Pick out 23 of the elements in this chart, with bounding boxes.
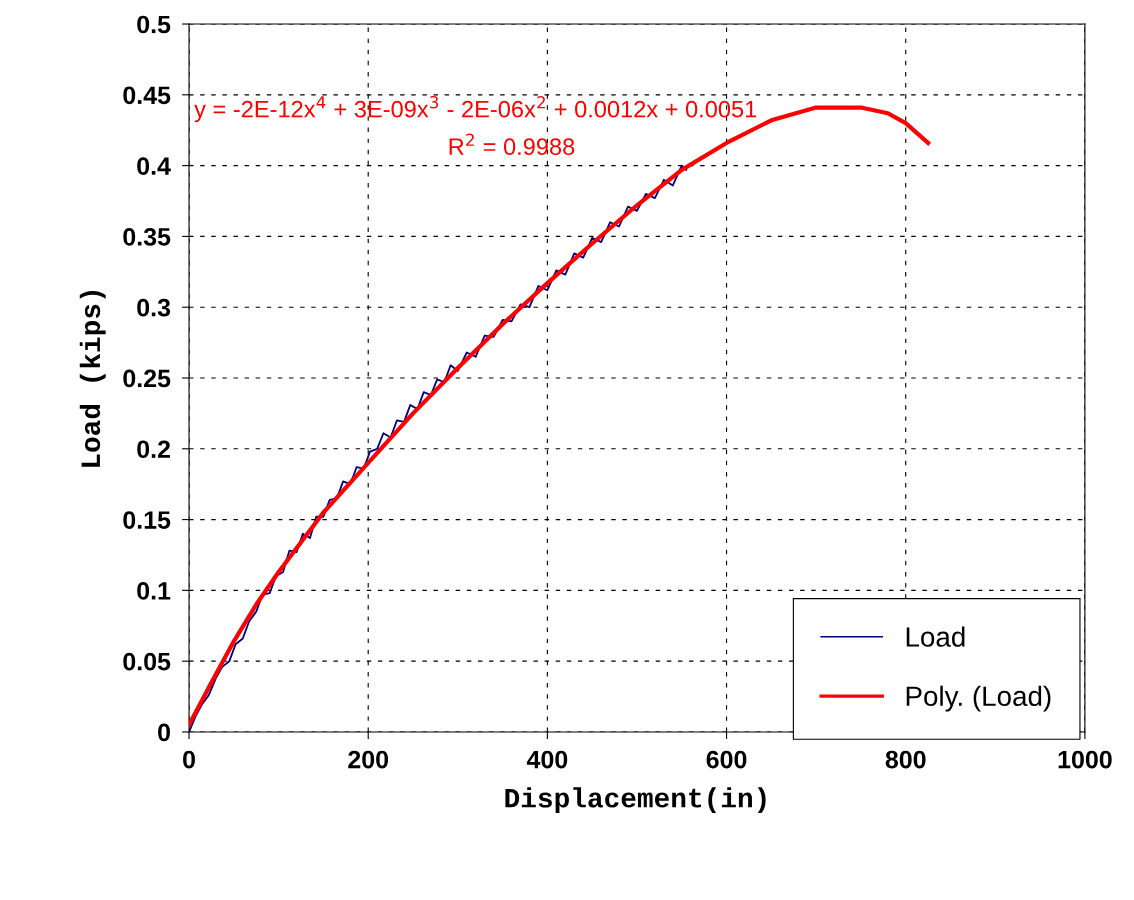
y-tick-label: 0.5 — [137, 15, 171, 34]
annotation: R$^{2}$ = 0.9988 — [449, 133, 575, 156]
y-tick-label: 0.45 — [123, 86, 171, 105]
x-tick-label: 600 — [706, 750, 747, 769]
legend-label: Poly. (Load) — [906, 685, 1051, 712]
y-tick-label: 0.05 — [123, 652, 171, 671]
y-tick-label: 0.35 — [123, 228, 171, 246]
y-tick-label: 0.4 — [137, 157, 171, 175]
y-axis-title: Load (kips) — [79, 290, 106, 467]
x-tick-label: 1000 — [1058, 750, 1112, 769]
annotation: y = -2E-12x$^{4}$ + 3E-09x$^{3}$ - 2E-06x$^{2}$ + 0.0012x + 0.0051 — [194, 95, 757, 123]
y-tick-label: 0 — [158, 723, 170, 742]
y-tick-label: 0.1 — [137, 581, 171, 600]
y-tick-label: 0.25 — [123, 369, 171, 388]
x-tick-label: 0 — [183, 750, 195, 769]
y-tick-label: 0.3 — [137, 298, 171, 317]
x-tick-label: 800 — [885, 750, 926, 769]
y-tick-label: 0.15 — [123, 511, 171, 529]
legend-label: Load — [906, 626, 965, 647]
x-tick-label: 400 — [526, 750, 568, 769]
x-axis-title: Displacement(in) — [505, 787, 766, 814]
x-tick-label: 200 — [348, 750, 389, 769]
y-tick-label: 0.2 — [137, 440, 170, 459]
